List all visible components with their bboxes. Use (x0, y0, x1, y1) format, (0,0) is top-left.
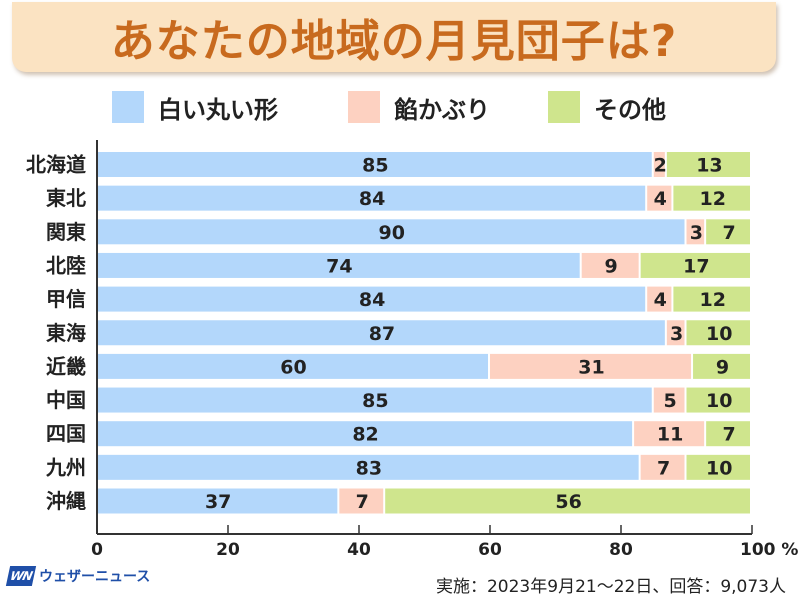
category-label: 近畿 (46, 354, 86, 378)
category-label: 九州 (45, 455, 86, 479)
bar-segment-anko-covered (339, 488, 384, 514)
bar-segment-white-round (97, 488, 338, 514)
bar-segment-anko-covered (653, 152, 665, 177)
data-label-white-round: 37 (205, 491, 231, 513)
data-label-white-round: 84 (359, 188, 385, 210)
x-tick-label: 40 (347, 540, 371, 560)
bar-segment-other (640, 252, 750, 278)
chart-title: あなたの地域の月見団子は? (110, 16, 678, 67)
legend-label-white-round: 白い丸い形 (158, 95, 278, 124)
data-label-other: 17 (683, 255, 709, 277)
data-label-white-round: 85 (362, 155, 388, 177)
bar-segment-other (693, 353, 750, 379)
logo-text: ウェザーニュース (39, 569, 151, 585)
category-label: 甲信 (46, 287, 86, 311)
x-tick-label: 60 (478, 540, 502, 560)
bar-segment-white-round (97, 252, 580, 278)
legend-item-anko-covered: 餡かぶり (348, 91, 490, 124)
data-label-other: 56 (555, 491, 581, 513)
bar-segment-white-round (97, 353, 488, 379)
bar-segment-other (385, 488, 750, 514)
category-label: 中国 (46, 388, 86, 412)
bar-segment-white-round (97, 219, 685, 245)
bar-segment-anko-covered (490, 353, 692, 379)
category-label: 北陸 (46, 253, 86, 277)
bar-segment-white-round (97, 454, 639, 480)
x-tick-label: 20 (216, 540, 240, 560)
data-label-anko-covered: 2 (654, 155, 667, 177)
bar-segment-other (686, 387, 750, 413)
data-label-other: 10 (706, 323, 732, 345)
data-label-anko-covered: 7 (657, 457, 670, 479)
category-label: 四国 (46, 422, 86, 446)
data-label-anko-covered: 7 (356, 491, 369, 513)
data-label-anko-covered: 11 (657, 424, 683, 446)
data-label-anko-covered: 3 (670, 323, 683, 345)
bar-segment-other (706, 219, 750, 245)
bar-segment-other (686, 454, 750, 480)
weathernews-logo: WN ウェザーニュース (5, 566, 151, 586)
category-label: 東北 (46, 186, 86, 210)
data-label-anko-covered: 31 (578, 356, 604, 378)
bar-segment-other (706, 421, 750, 447)
data-label-white-round: 87 (369, 323, 395, 345)
bar-segment-white-round (97, 152, 652, 177)
legend-swatch-anko-covered (348, 91, 380, 123)
wn-logo-icon: WN (5, 566, 37, 586)
data-label-other: 9 (716, 356, 729, 378)
legend-swatch-white-round (112, 91, 144, 123)
x-tick-label: 80 (609, 540, 633, 560)
data-label-anko-covered: 3 (690, 222, 703, 244)
bar-segment-anko-covered (640, 454, 685, 480)
data-label-anko-covered: 4 (654, 289, 667, 311)
legend-item-other: その他 (548, 91, 666, 124)
data-label-other: 7 (722, 424, 735, 446)
data-label-white-round: 83 (356, 457, 382, 479)
data-label-other: 7 (722, 222, 735, 244)
legend-label-other: その他 (594, 95, 666, 124)
data-label-white-round: 82 (352, 424, 378, 446)
bar-segment-anko-covered (581, 252, 639, 278)
bar-segment-anko-covered (666, 320, 685, 346)
legend-label-anko-covered: 餡かぶり (394, 95, 490, 124)
bar-segment-anko-covered (647, 185, 672, 211)
data-label-other: 12 (699, 289, 725, 311)
bar-segment-other (673, 286, 750, 312)
data-label-other: 10 (706, 390, 732, 412)
data-label-white-round: 60 (280, 356, 306, 378)
data-label-white-round: 85 (362, 390, 388, 412)
bar-segment-anko-covered (647, 286, 672, 312)
data-label-white-round: 90 (379, 222, 405, 244)
bar-segment-white-round (97, 320, 665, 346)
data-label-anko-covered: 9 (605, 255, 618, 277)
data-label-anko-covered: 4 (654, 188, 667, 210)
category-label: 東海 (46, 321, 86, 345)
bar-segment-other (686, 320, 750, 346)
title-banner: あなたの地域の月見団子は? (12, 2, 776, 72)
legend-swatch-other (548, 91, 580, 123)
survey-note: 実施：2023年9月21〜22日、回答：9,073人 (435, 577, 786, 597)
bar-segment-other (666, 152, 750, 177)
category-label: 沖縄 (46, 489, 86, 513)
x-tick-label: 100 % (740, 540, 798, 560)
bar-segment-anko-covered (634, 421, 705, 447)
bar-segment-anko-covered (653, 387, 685, 413)
category-label: 関東 (46, 220, 86, 244)
data-label-other: 10 (706, 457, 732, 479)
bar-segment-white-round (97, 185, 646, 211)
x-tick-label: 0 (91, 540, 103, 560)
bar-segment-anko-covered (686, 219, 705, 245)
data-label-white-round: 84 (359, 289, 385, 311)
bar-segment-white-round (97, 286, 646, 312)
data-label-white-round: 74 (326, 255, 352, 277)
data-label-other: 13 (696, 155, 722, 177)
bar-segment-white-round (97, 421, 633, 447)
bar-segment-white-round (97, 387, 652, 413)
data-label-anko-covered: 5 (664, 390, 677, 412)
legend-item-white-round: 白い丸い形 (112, 91, 278, 124)
category-label: 北海道 (26, 153, 86, 177)
bar-segment-other (673, 185, 750, 211)
data-label-other: 12 (699, 188, 725, 210)
